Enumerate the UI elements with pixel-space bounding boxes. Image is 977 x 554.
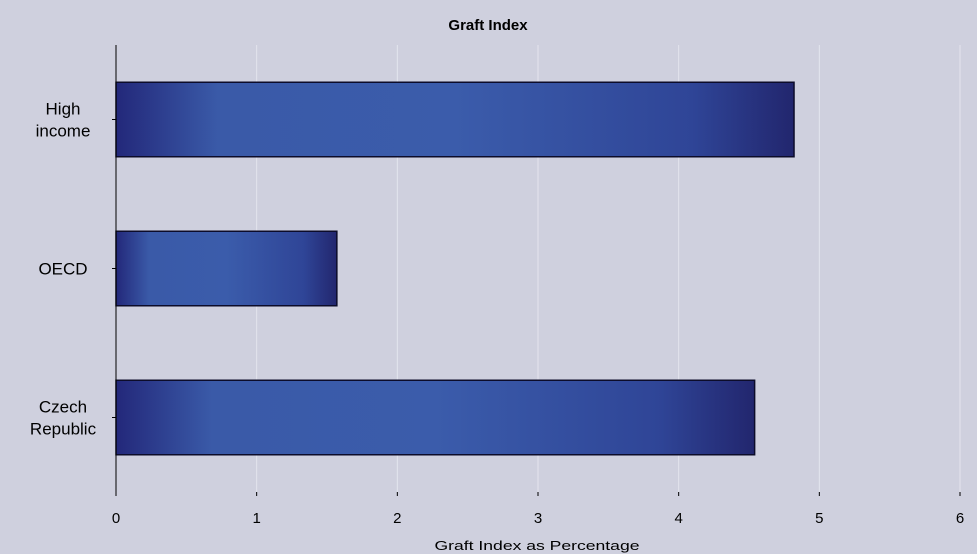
category-label: High	[46, 100, 81, 119]
x-tick-label: 6	[956, 510, 964, 527]
bar	[115, 230, 338, 307]
category-label: Czech	[39, 398, 87, 417]
x-tick-label: 4	[674, 510, 682, 527]
x-tick-label: 1	[252, 510, 260, 527]
chart-title: Graft Index	[448, 17, 528, 34]
x-axis-title: Graft Index as Percentage	[435, 538, 640, 553]
x-tick-label: 0	[112, 510, 120, 527]
x-tick-labels: 0 1 2 3 4 5 6	[112, 492, 964, 527]
category-label: OECD	[38, 260, 87, 279]
category-labels: High income OECD Czech Republic	[30, 100, 116, 439]
x-tick-label: 3	[534, 510, 542, 527]
bar	[115, 81, 795, 158]
category-label: Republic	[30, 420, 97, 439]
category-label: income	[36, 122, 91, 141]
bar	[115, 379, 756, 456]
x-tick-label: 5	[815, 510, 823, 527]
bars	[115, 81, 795, 456]
x-tick-label: 2	[393, 510, 401, 527]
